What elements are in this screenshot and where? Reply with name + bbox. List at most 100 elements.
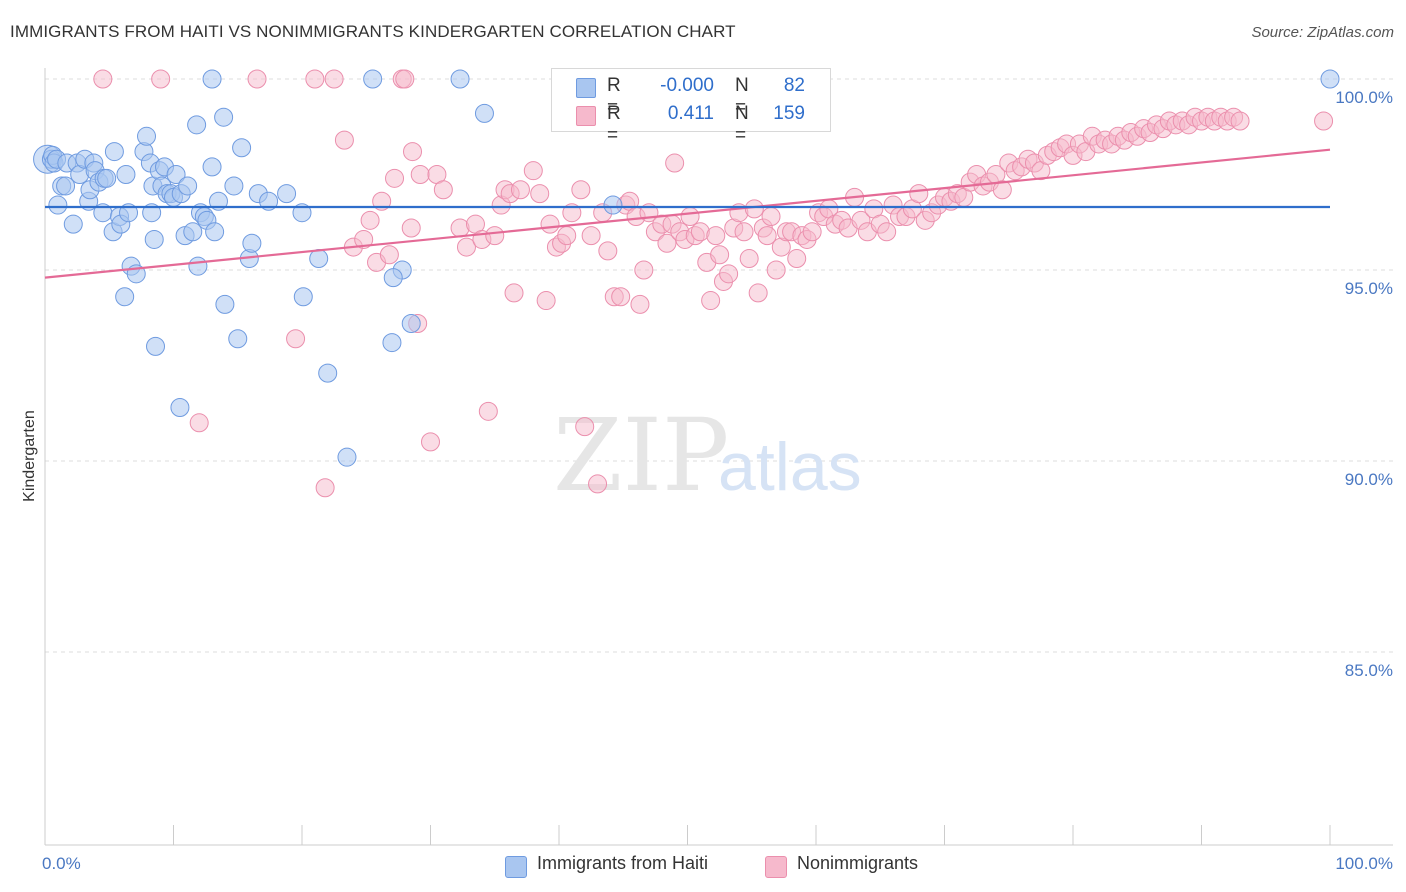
nonimmigrants-point <box>456 237 476 257</box>
haiti-point <box>1320 69 1340 89</box>
bottom-legend-label-haiti: Immigrants from Haiti <box>537 853 709 873</box>
nonimmigrants-point <box>757 226 777 246</box>
haiti-point <box>215 294 235 314</box>
haiti-point <box>116 165 136 184</box>
nonimmigrants-point <box>766 260 786 280</box>
tick-labels: 85.0% 90.0% 95.0% 100.0% 0.0% 100.0% <box>42 88 1393 873</box>
nonimmigrants-point <box>510 180 530 200</box>
axes <box>44 68 1393 846</box>
legend-r-label: R = <box>607 103 621 146</box>
nonimmigrants-point <box>504 283 524 303</box>
y-tick-label: 90.0% <box>1345 470 1393 489</box>
nonimmigrants-point <box>557 226 577 246</box>
haiti-point <box>119 203 139 223</box>
grid-lines <box>45 78 1393 653</box>
watermark-zip: ZIP <box>553 397 729 514</box>
nonimmigrants-point <box>523 161 543 181</box>
nonimmigrants-point <box>748 283 768 303</box>
nonimmigrants-point <box>575 417 595 437</box>
haiti-point <box>202 69 222 89</box>
watermark: ZIP atlas <box>553 397 862 514</box>
haiti-point <box>214 107 234 127</box>
nonimmigrants-point <box>536 291 556 311</box>
nonimmigrants-point <box>611 287 631 307</box>
haiti-point <box>144 229 164 249</box>
nonimmigrants-point <box>315 478 335 498</box>
nonimmigrants-point <box>286 329 306 349</box>
nonimmigrants-point <box>719 264 739 284</box>
nonimmigrants-point <box>571 180 591 200</box>
haiti-point <box>146 336 166 356</box>
haiti-point <box>401 313 421 333</box>
nonimmigrants-point <box>598 241 618 261</box>
legend-r-label: R = <box>607 75 621 118</box>
bottom-legend-swatch-haiti <box>505 856 527 878</box>
haiti-point <box>115 287 135 307</box>
legend-r-value: 0.411 <box>667 103 714 124</box>
nonimmigrants-point <box>630 294 650 314</box>
haiti-point <box>187 115 207 135</box>
haiti-point <box>166 165 186 184</box>
haiti-point <box>170 398 190 418</box>
bottom-legend-label-nonimmigrants: Nonimmigrants <box>797 853 919 873</box>
haiti-point <box>228 329 248 349</box>
haiti-point <box>309 249 329 269</box>
legend-n-label: N = <box>735 103 749 146</box>
haiti-point <box>208 191 228 211</box>
nonimmigrants-point <box>478 401 498 421</box>
nonimmigrants-point <box>372 191 392 211</box>
haiti-point <box>474 103 494 123</box>
nonimmigrants-point <box>588 474 608 494</box>
haiti-point <box>205 222 225 242</box>
watermark-atlas: atlas <box>718 429 862 505</box>
legend-swatch-haiti <box>576 78 596 98</box>
haiti-point <box>142 203 162 223</box>
x-tick-label: 0.0% <box>42 854 81 873</box>
haiti-point <box>178 176 198 196</box>
series-nonimmigrants-points <box>93 69 1334 498</box>
nonimmigrants-point <box>706 226 726 246</box>
haiti-point <box>382 333 402 353</box>
nonimmigrants-point <box>744 199 764 219</box>
nonimmigrants-point <box>360 210 380 230</box>
legend-r-value: -0.000 <box>660 75 714 96</box>
nonimmigrants-point <box>701 291 721 311</box>
nonimmigrants-point <box>877 222 897 242</box>
legend-n-label: N = <box>735 75 749 118</box>
trend-lines <box>44 148 1331 279</box>
nonimmigrants-point <box>151 69 171 89</box>
series-haiti-points <box>33 69 1340 467</box>
x-tick-label: 100.0% <box>1335 854 1393 873</box>
legend-n-value: 82 <box>783 75 805 96</box>
nonimmigrants-point <box>739 249 759 269</box>
nonimmigrants-point <box>385 168 405 188</box>
source-label: Source: ZipAtlas.com <box>1251 24 1394 41</box>
haiti-point <box>202 157 222 177</box>
y-tick-label: 85.0% <box>1345 661 1393 680</box>
haiti-point <box>450 69 470 89</box>
nonimmigrants-point <box>665 153 685 173</box>
haiti-point <box>337 447 357 467</box>
nonimmigrants-point <box>562 203 582 223</box>
y-axis-label: Kindergarten <box>21 410 38 502</box>
nonimmigrants-point <box>710 245 730 265</box>
haiti-point <box>383 268 403 288</box>
bottom-legend-swatch-nonimmigrants <box>765 856 787 878</box>
nonimmigrants-point <box>540 214 560 234</box>
y-tick-label: 95.0% <box>1345 279 1393 298</box>
nonimmigrants-point <box>403 142 423 162</box>
haiti-point <box>292 203 312 223</box>
nonimmigrants-point <box>401 218 421 238</box>
nonimmigrants-point <box>421 432 440 452</box>
haiti-point <box>188 256 208 276</box>
haiti-point <box>259 191 279 211</box>
nonimmigrants-point <box>395 69 415 89</box>
haiti-point <box>56 176 76 196</box>
nonimmigrants-point <box>909 184 929 204</box>
haiti-point <box>48 195 68 215</box>
nonimmigrants-point <box>305 69 325 89</box>
haiti-point <box>224 176 244 196</box>
nonimmigrants-point <box>93 69 113 89</box>
haiti-point <box>63 214 83 234</box>
nonimmigrants-point <box>485 226 505 246</box>
